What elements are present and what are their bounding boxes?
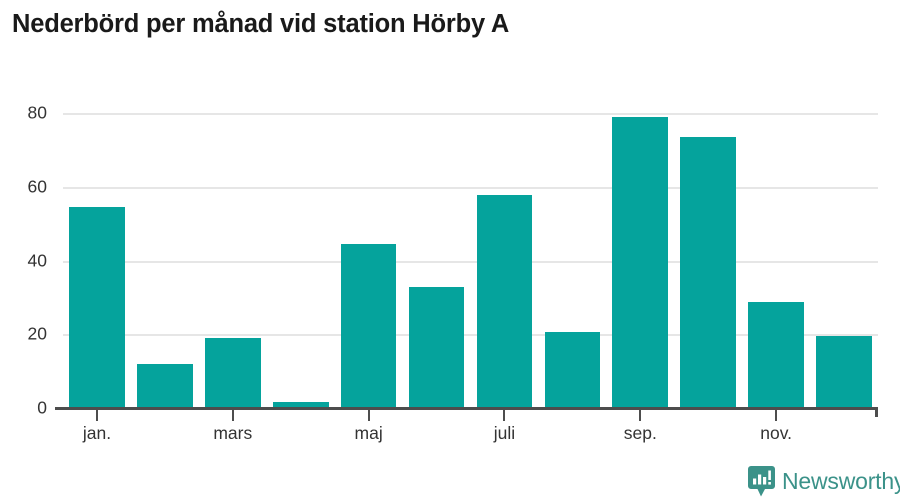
- bar[interactable]: [204, 338, 261, 408]
- bar[interactable]: [612, 117, 669, 408]
- x-axis-tick-label: juli: [493, 423, 516, 443]
- gridlines: [63, 113, 878, 408]
- x-axis-tick-mark: [367, 410, 370, 421]
- x-axis-tick-mark: [231, 410, 234, 421]
- y-axis-tick-labels: 0 20 40 60 80: [0, 0, 47, 500]
- gridline: [63, 334, 878, 337]
- x-axis-tick-label: sep.: [623, 423, 657, 443]
- x-axis-tick-label: maj: [354, 423, 383, 443]
- y-axis-tick-label: 80: [27, 102, 47, 123]
- x-axis-tick-mark: [503, 410, 506, 421]
- x-axis-tick-mark: [639, 410, 642, 421]
- x-axis-end-cap: [875, 407, 878, 417]
- bar[interactable]: [544, 332, 601, 408]
- bar[interactable]: [340, 244, 397, 408]
- y-axis-tick-label: 20: [27, 323, 47, 344]
- gridline: [63, 186, 878, 189]
- bar[interactable]: [272, 401, 329, 408]
- x-axis-tick-label: jan.: [82, 423, 112, 443]
- newsworthy-bars-logo-icon: [748, 466, 775, 497]
- chart-title: Nederbörd per månad vid station Hörby A: [12, 10, 510, 38]
- newsworthy-logo[interactable]: Newsworthy: [748, 466, 900, 497]
- y-axis-tick-label: 60: [27, 176, 47, 197]
- x-axis-tick-mark: [95, 410, 98, 421]
- bar[interactable]: [748, 302, 804, 408]
- newsworthy-logo-text: Newsworthy: [782, 468, 900, 494]
- plot-area: [63, 113, 878, 408]
- x-axis-line: [55, 407, 878, 410]
- gridline: [63, 113, 878, 115]
- y-axis-tick-label: 0: [37, 397, 47, 418]
- bar[interactable]: [680, 137, 737, 408]
- x-axis-tick-mark: [775, 410, 778, 421]
- x-axis-tick-label: mars: [213, 423, 253, 443]
- bar-series: [63, 113, 878, 408]
- y-axis-tick-label: 40: [27, 250, 47, 270]
- bar[interactable]: [408, 287, 465, 408]
- bar[interactable]: [816, 335, 872, 408]
- gridline: [63, 260, 878, 263]
- bar[interactable]: [69, 206, 125, 408]
- bar[interactable]: [137, 364, 193, 408]
- bar[interactable]: [476, 194, 533, 408]
- x-axis-tick-label: nov.: [760, 423, 793, 443]
